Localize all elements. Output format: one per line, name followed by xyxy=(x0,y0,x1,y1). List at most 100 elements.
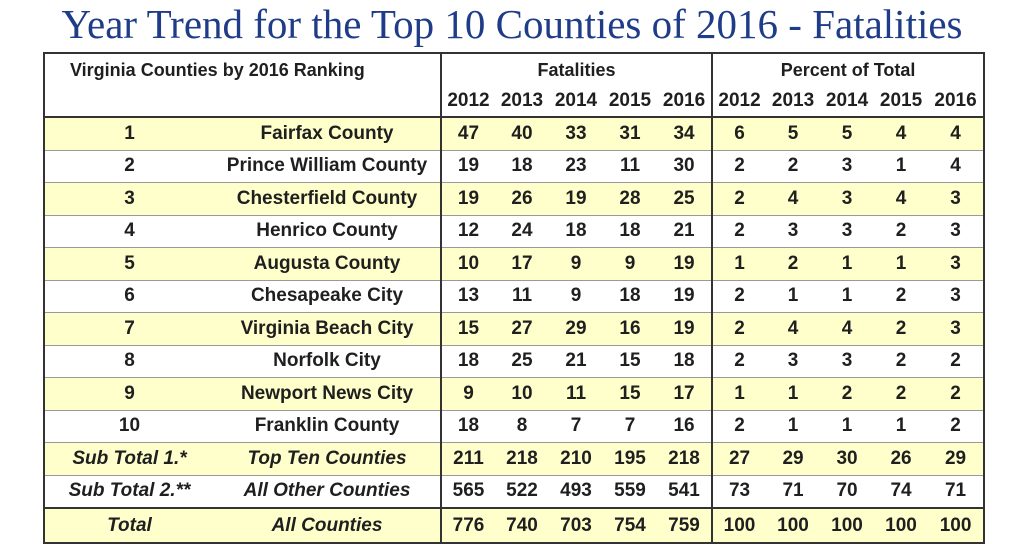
percent-value: 26 xyxy=(874,442,929,475)
fatalities-value: 40 xyxy=(495,116,549,150)
percent-value: 2 xyxy=(711,279,767,313)
fatalities-year-header: 2016 xyxy=(657,86,713,117)
county-name: Henrico County xyxy=(214,214,441,248)
percent-value: 6 xyxy=(711,116,767,150)
percent-value: 2 xyxy=(874,377,929,410)
fatalities-value: 9 xyxy=(549,279,603,313)
fatalities-value: 19 xyxy=(657,312,713,345)
fatalities-value: 19 xyxy=(440,182,495,215)
county-name: Franklin County xyxy=(214,409,441,443)
percent-value: 1 xyxy=(766,377,821,410)
percent-value: 3 xyxy=(766,214,821,248)
percent-value: 3 xyxy=(766,344,821,378)
percent-value: 2 xyxy=(874,312,929,345)
table-row: 9 Newport News City 9 10 11 15 17 1 1 2 2 2 xyxy=(44,377,985,410)
percent-header: Percent of Total xyxy=(711,53,985,86)
table-row: 3 Chesterfield County 19 26 19 28 25 2 4 3 4 3 xyxy=(44,182,985,215)
fatalities-value: 33 xyxy=(549,116,603,150)
percent-value: 70 xyxy=(820,474,875,508)
percent-value: 73 xyxy=(711,474,767,508)
percent-value: 2 xyxy=(928,409,985,443)
percent-value: 3 xyxy=(928,247,985,280)
percent-value: 2 xyxy=(711,312,767,345)
fatalities-value: 16 xyxy=(603,312,657,345)
percent-value: 4 xyxy=(928,149,985,183)
total-row: Total All Counties 776 740 703 754 759 100 100 10… xyxy=(44,507,985,543)
fatalities-value: 15 xyxy=(603,344,657,378)
fatalities-value: 25 xyxy=(495,344,549,378)
fatalities-value: 11 xyxy=(495,279,549,313)
percent-value: 2 xyxy=(766,247,821,280)
percent-value: 1 xyxy=(874,149,929,183)
percent-value: 100 xyxy=(874,507,929,543)
percent-value: 2 xyxy=(711,182,767,215)
fatalities-value: 18 xyxy=(603,214,657,248)
fatalities-value: 8 xyxy=(495,409,549,443)
subtotal-row: Sub Total 2.** All Other Counties 565 522 49… xyxy=(44,474,985,508)
rank-cell: 5 xyxy=(44,247,214,280)
fatalities-value: 9 xyxy=(603,247,657,280)
subtotal-label: Sub Total 2.** xyxy=(44,474,214,508)
percent-value: 1 xyxy=(820,409,875,443)
rank-cell: 9 xyxy=(44,377,214,410)
rank-cell: 2 xyxy=(44,149,214,183)
fatalities-year-header: 2015 xyxy=(603,86,657,117)
county-name: Virginia Beach City xyxy=(214,312,441,345)
percent-value: 1 xyxy=(874,247,929,280)
fatalities-value: 25 xyxy=(657,182,713,215)
percent-value: 100 xyxy=(820,507,875,543)
percent-year-header: 2015 xyxy=(874,86,929,117)
fatalities-value: 210 xyxy=(549,442,603,475)
percent-value: 71 xyxy=(766,474,821,508)
percent-value: 100 xyxy=(766,507,821,543)
fatalities-value: 522 xyxy=(495,474,549,508)
fatalities-value: 10 xyxy=(495,377,549,410)
fatalities-value: 29 xyxy=(549,312,603,345)
fatalities-value: 776 xyxy=(440,507,495,543)
table-row: 4 Henrico County 12 24 18 18 21 2 3 3 2 3 xyxy=(44,214,985,248)
county-name: Fairfax County xyxy=(214,116,441,150)
rank-cell: 3 xyxy=(44,182,214,215)
fatalities-value: 9 xyxy=(549,247,603,280)
fatalities-value: 17 xyxy=(657,377,713,410)
fatalities-value: 759 xyxy=(657,507,713,543)
fatalities-value: 18 xyxy=(440,409,495,443)
table-row: 5 Augusta County 10 17 9 9 19 1 2 1 1 3 xyxy=(44,247,985,280)
percent-value: 2 xyxy=(874,214,929,248)
percent-value: 1 xyxy=(874,409,929,443)
percent-value: 3 xyxy=(820,344,875,378)
percent-value: 29 xyxy=(928,442,985,475)
table-row: 1 Fairfax County 47 40 33 31 34 6 5 5 4 4 xyxy=(44,116,985,150)
county-name: All Other Counties xyxy=(214,474,441,508)
fatalities-value: 11 xyxy=(603,149,657,183)
fatalities-value: 16 xyxy=(657,409,713,443)
percent-value: 2 xyxy=(711,344,767,378)
fatalities-value: 218 xyxy=(495,442,549,475)
fatalities-value: 9 xyxy=(440,377,495,410)
percent-value: 1 xyxy=(766,409,821,443)
fatalities-value: 21 xyxy=(657,214,713,248)
percent-value: 2 xyxy=(711,149,767,183)
percent-value: 27 xyxy=(711,442,767,475)
ranking-header-spacer xyxy=(44,86,441,117)
county-name: All Counties xyxy=(214,507,441,543)
percent-value: 4 xyxy=(928,116,985,150)
percent-value: 2 xyxy=(874,279,929,313)
table-row: 2 Prince William County 19 18 23 11 30 2 2 3 1 4 xyxy=(44,149,985,183)
percent-value: 3 xyxy=(928,279,985,313)
percent-year-header: 2014 xyxy=(820,86,875,117)
rank-cell: 1 xyxy=(44,116,214,150)
fatalities-year-header: 2013 xyxy=(495,86,549,117)
fatalities-value: 34 xyxy=(657,116,713,150)
fatalities-value: 17 xyxy=(495,247,549,280)
percent-value: 3 xyxy=(820,214,875,248)
percent-year-header: 2013 xyxy=(766,86,821,117)
percent-value: 2 xyxy=(928,377,985,410)
fatalities-value: 21 xyxy=(549,344,603,378)
table-row: 10 Franklin County 18 8 7 7 16 2 1 1 1 2 xyxy=(44,409,985,443)
rank-cell: 10 xyxy=(44,409,214,443)
fatalities-value: 11 xyxy=(549,377,603,410)
fatalities-year-header: 2012 xyxy=(440,86,495,117)
county-name: Prince William County xyxy=(214,149,441,183)
fatalities-value: 7 xyxy=(549,409,603,443)
